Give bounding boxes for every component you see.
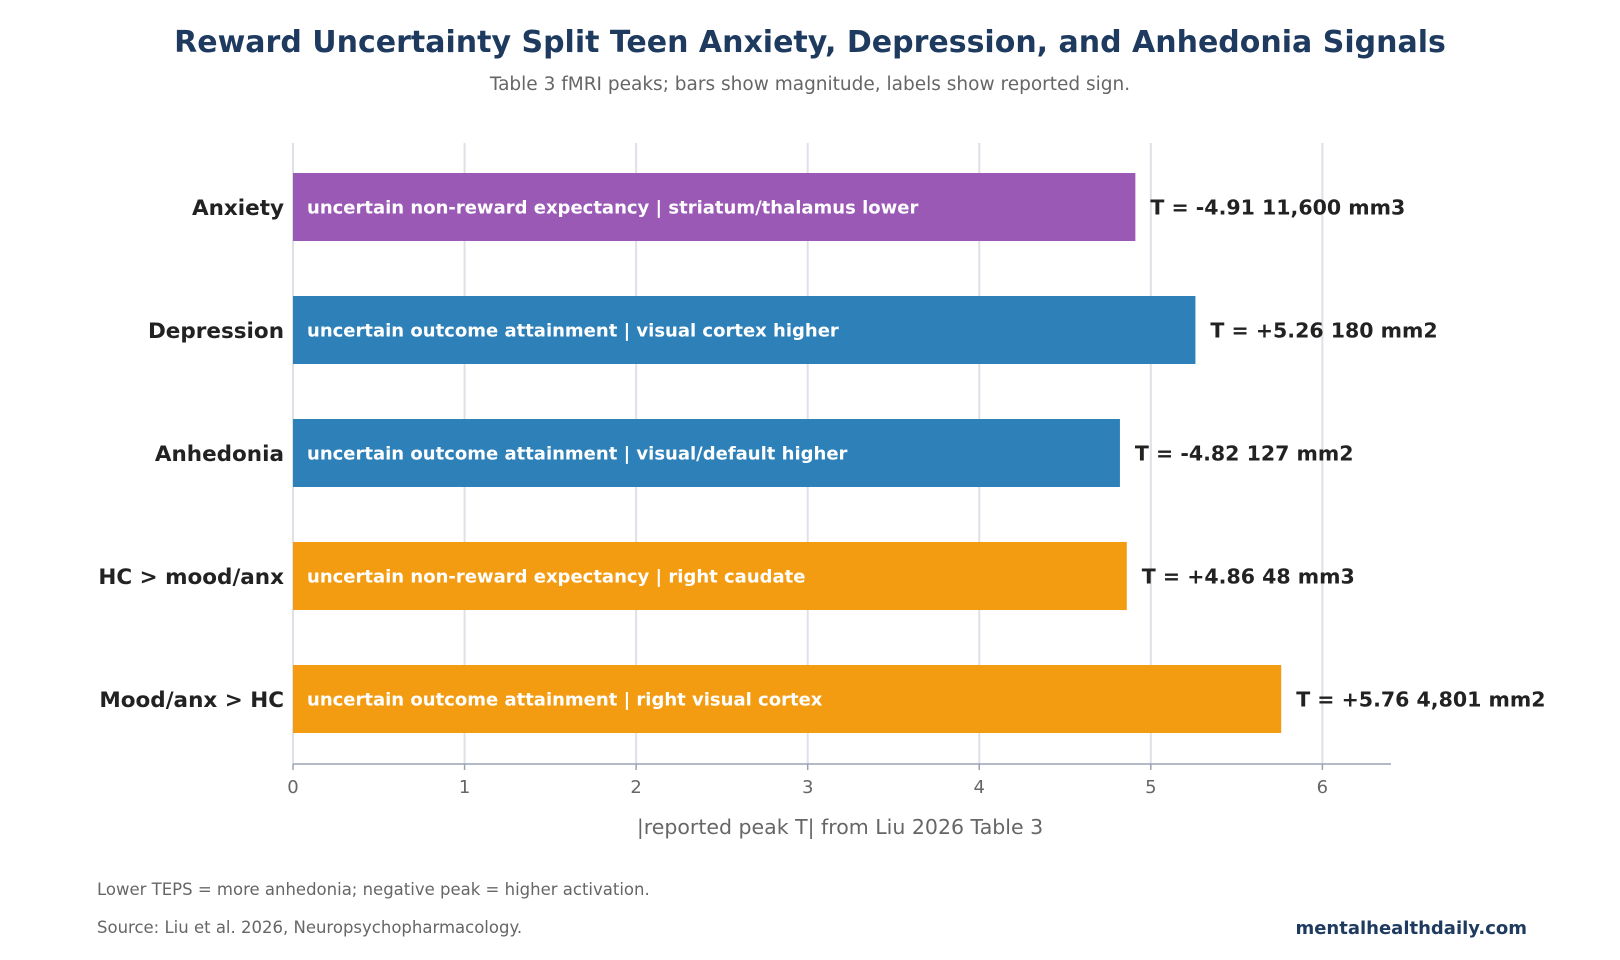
bar-inner-label-1: uncertain outcome attainment | visual co…: [307, 321, 839, 342]
footnote-note: Lower TEPS = more anhedonia; negative pe…: [97, 880, 650, 899]
x-axis: 0 1 2 3 4 5 6: [287, 763, 1391, 798]
bar-4: [293, 665, 1282, 733]
bar-inner-label-3: uncertain non-reward expectancy | right …: [307, 567, 806, 588]
x-tick-label-6: 6: [1317, 777, 1328, 798]
category-label-2: Anhedonia: [155, 442, 284, 467]
bar-inner-label-4: uncertain outcome attainment | right vis…: [307, 690, 823, 711]
value-label-4: T = +5.76 4,801 mm2: [1296, 688, 1545, 712]
value-label-0: T = -4.91 11,600 mm3: [1150, 196, 1405, 220]
category-label-1: Depression: [148, 319, 284, 344]
x-tick-label-1: 1: [459, 777, 470, 798]
footnote-source: Source: Liu et al. 2026, Neuropsychophar…: [97, 918, 522, 937]
bars: Anxiety uncertain non-reward expectancy |…: [98, 173, 1545, 733]
category-label-3: HC > mood/anx: [98, 565, 284, 590]
x-tick-label-2: 2: [630, 777, 641, 798]
bar-1: [293, 296, 1196, 364]
bar-0: [293, 173, 1136, 241]
category-label-4: Mood/anx > HC: [99, 688, 284, 713]
bar-3: [293, 542, 1127, 610]
brand-link[interactable]: mentalhealthdaily.com: [1295, 918, 1527, 939]
bar-inner-label-2: uncertain outcome attainment | visual/de…: [307, 444, 848, 465]
chart-title: Reward Uncertainty Split Teen Anxiety, D…: [174, 25, 1446, 60]
value-label-2: T = -4.82 127 mm2: [1135, 442, 1354, 466]
x-tick-label-4: 4: [974, 777, 985, 798]
bar-2: [293, 419, 1120, 487]
x-tick-label-0: 0: [287, 777, 298, 798]
chart-subtitle: Table 3 fMRI peaks; bars show magnitude,…: [489, 74, 1130, 95]
x-axis-title: |reported peak T| from Liu 2026 Table 3: [637, 815, 1043, 840]
bar-inner-label-0: uncertain non-reward expectancy | striat…: [307, 198, 918, 219]
value-label-3: T = +4.86 48 mm3: [1142, 565, 1355, 589]
category-label-0: Anxiety: [192, 196, 284, 221]
x-tick-label-5: 5: [1145, 777, 1156, 798]
x-tick-label-3: 3: [802, 777, 813, 798]
value-label-1: T = +5.26 180 mm2: [1210, 319, 1437, 343]
